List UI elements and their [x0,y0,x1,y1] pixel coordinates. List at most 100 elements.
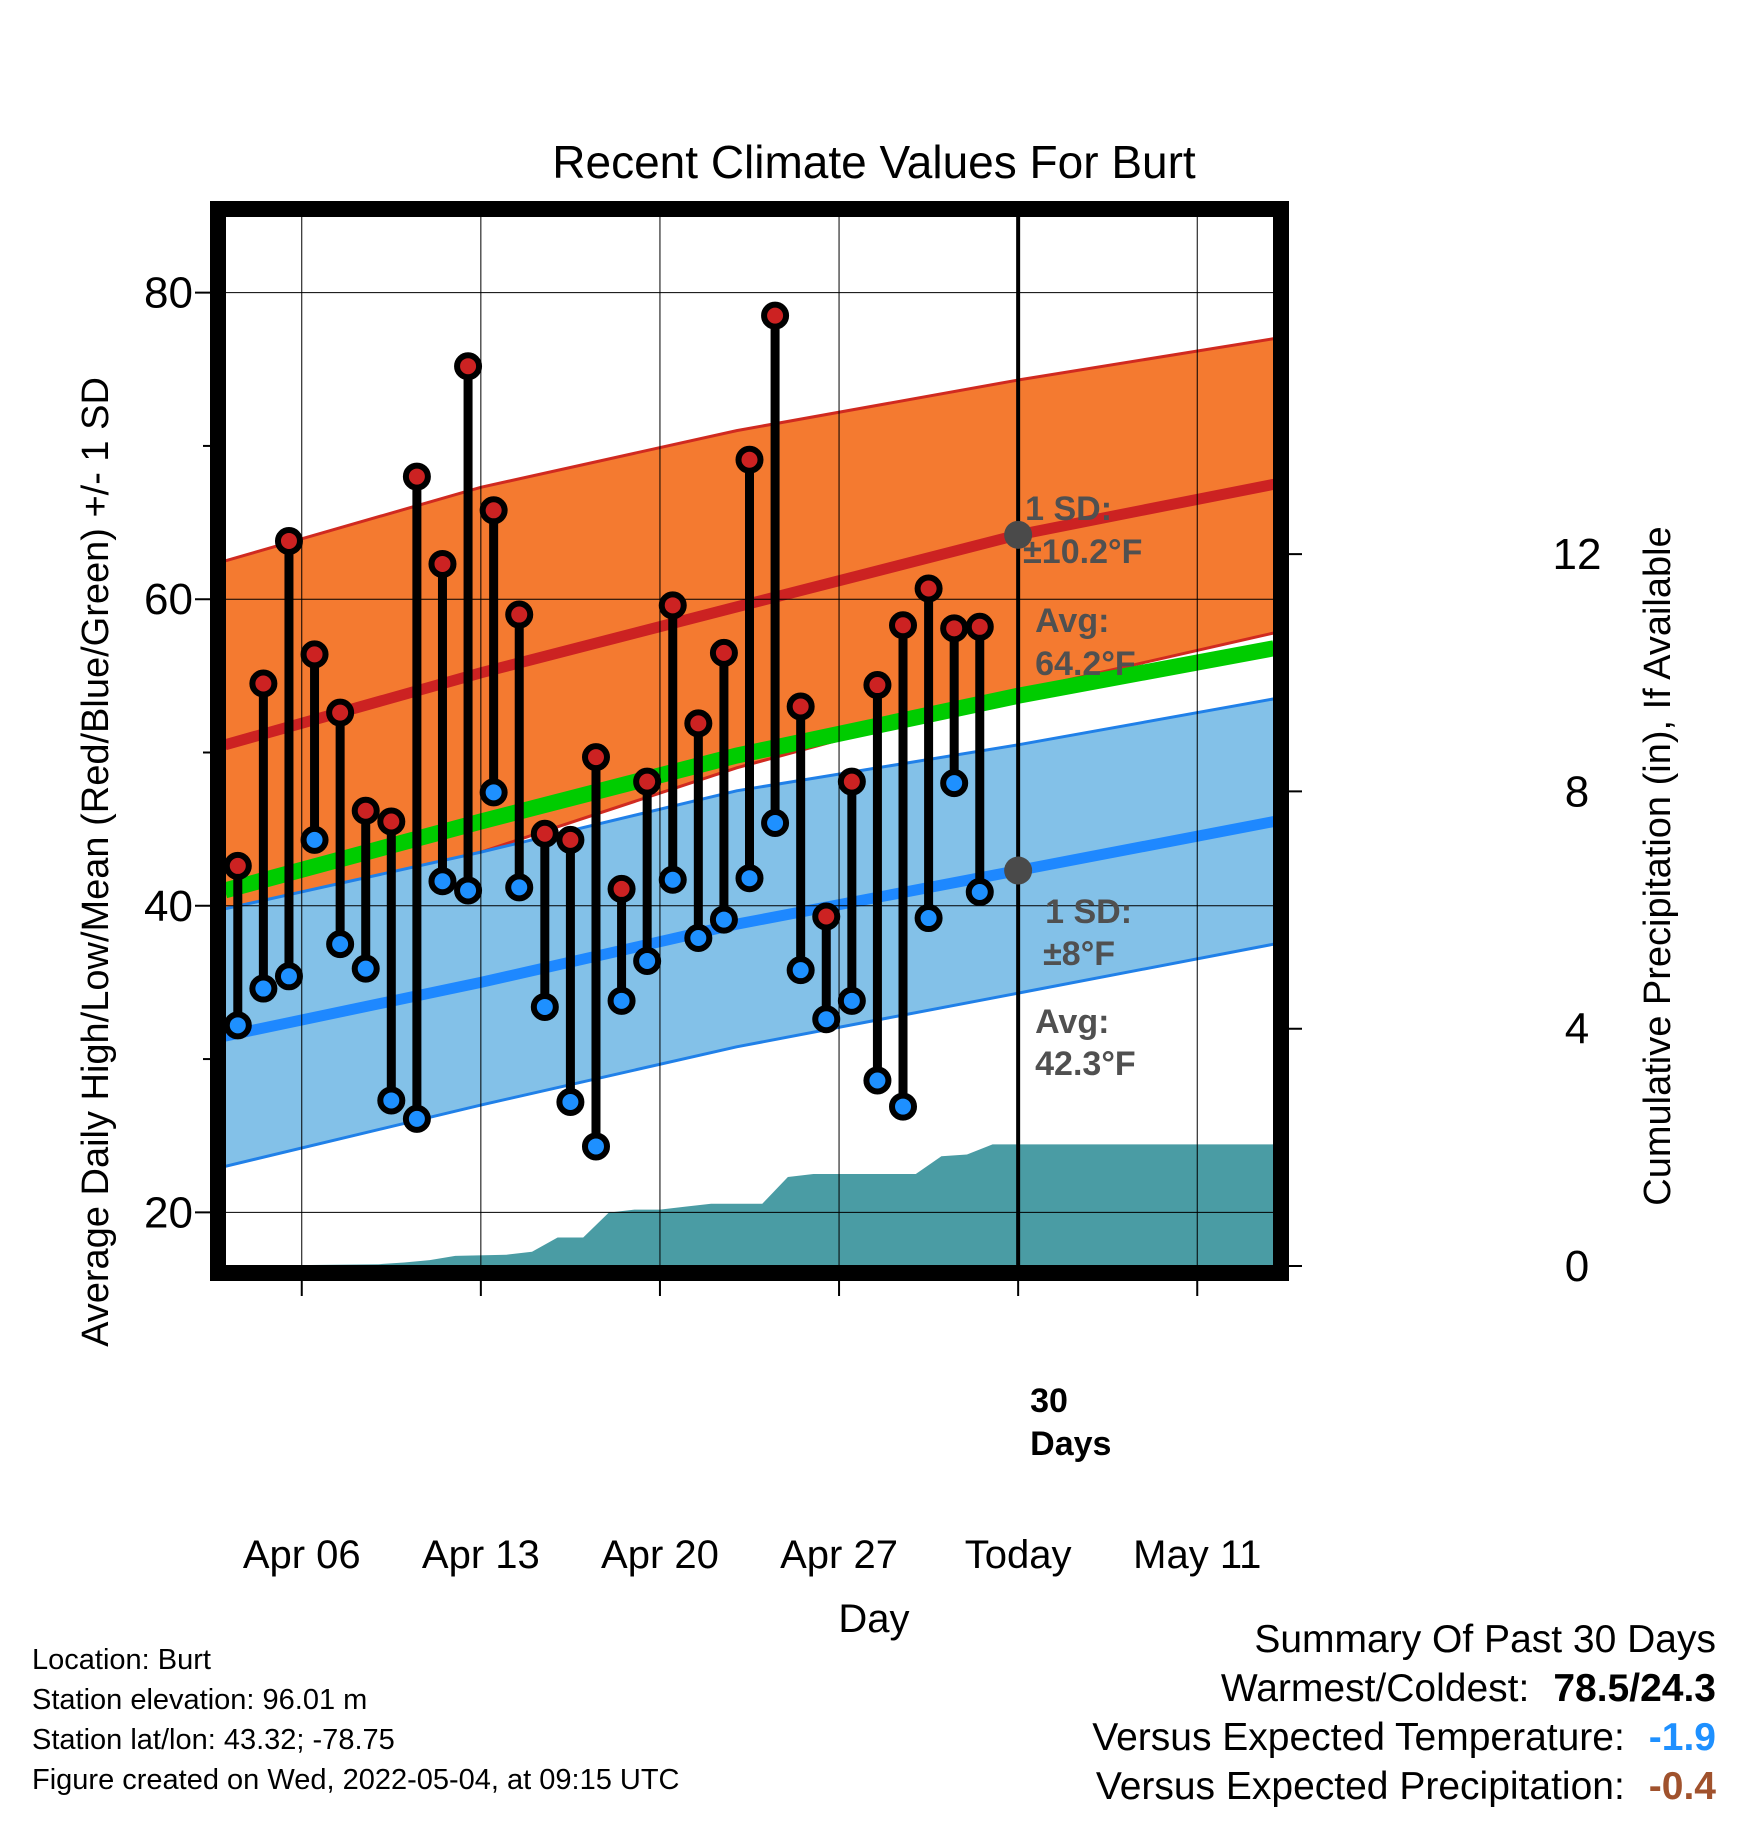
daily-low-point [223,1011,252,1040]
today-low-avg-marker [1004,856,1033,885]
y2-tick-label: 8 [1565,767,1589,816]
daily-high-point [914,574,943,603]
daily-low-point [479,778,508,807]
daily-low-point [530,992,559,1021]
high-sd-value: ±10.2°F [1023,533,1142,571]
daily-high-point [556,825,585,854]
daily-low-point [658,865,687,894]
low-sd-band-lower-edge [225,942,1274,1168]
y2-tick-label: 12 [1553,530,1602,579]
daily-high-point [351,796,380,825]
latlon-text: Station lat/lon: 43.32; -78.75 [32,1724,395,1756]
y-tick-label: 60 [144,575,193,624]
y-axis-label: Average Daily High/Low/Mean (Red/Blue/Gr… [75,377,117,1347]
daily-high-point [607,874,636,903]
daily-high-point [837,767,866,796]
low-sd-label: 1 SD: [1045,893,1132,931]
daily-low-point [274,962,303,991]
low-avg-label: Avg: [1035,1003,1109,1041]
daily-low-point [249,974,278,1003]
daily-high-point [581,743,610,772]
plot-area: 1 SD: ±10.2°F Avg: 64.2°F 1 SD: ±8°F Avg: 42.3°… [144,201,1602,1577]
daily-high-point [633,767,662,796]
high-avg-label: Avg: [1035,602,1109,640]
summary-title: Summary Of Past 30 Days [1254,1618,1716,1661]
station-info: Location: Burt Station elevation: 96.01 … [32,1640,680,1800]
daily-low-point [326,930,355,959]
daily-high-point [505,600,534,629]
low-sd-value: ±8°F [1043,935,1115,973]
plot-frame [210,201,1289,1281]
daily-high-point [709,638,738,667]
daily-low-point [735,864,764,893]
daily-high-point [658,591,687,620]
daily-high-point [812,902,841,931]
daily-high-point [249,669,278,698]
daily-low-point [505,873,534,902]
daily-low-point [965,877,994,906]
x-tick-label: Apr 27 [780,1533,898,1577]
daily-high-point [274,526,303,555]
warm-cold-label: Warmest/Coldest: [1220,1667,1530,1710]
daily-high-point [300,640,329,669]
daily-low-point [709,905,738,934]
daily-low-point [812,1005,841,1034]
daily-low-point [581,1132,610,1161]
precip-area [225,1144,1274,1266]
daily-high-point [454,352,483,381]
y-tick-label: 40 [144,882,193,931]
elevation-text: Station elevation: 96.01 m [32,1684,368,1716]
daily-low-point [863,1066,892,1095]
low-sd-band [225,698,1274,1167]
y-tick-label: 20 [144,1188,193,1237]
x-tick-label: Apr 20 [601,1533,719,1577]
precip-diff-value: -0.4 [1648,1765,1716,1808]
daily-high-point [530,819,559,848]
daily-high-point [684,709,713,738]
daily-high-point [428,549,457,578]
daily-low-point [684,923,713,952]
daily-high-point [786,692,815,721]
daily-low-point [428,867,457,896]
summary-warm-cold-row: Warmest/Coldest: 78.5/24.3 [1092,1664,1716,1713]
precip-diff-label: Versus Expected Precipitation: [1095,1765,1625,1808]
daily-low-point [377,1086,406,1115]
high-sd-label: 1 SD: [1025,490,1112,528]
daily-low-point [889,1092,918,1121]
daily-low-point [786,956,815,985]
x-tick-label: Today [965,1533,1072,1577]
daily-high-point [223,851,252,880]
normal-high-line [225,478,1274,751]
daily-high-point [940,614,969,643]
daily-high-point [761,301,790,330]
daily-high-point [479,496,508,525]
daily-low-point [351,954,380,983]
y2-tick-label: 0 [1565,1242,1589,1291]
summary-temp-row: Versus Expected Temperature: -1.9 [1092,1713,1716,1762]
temp-diff-label: Versus Expected Temperature: [1092,1716,1625,1759]
daily-low-point [402,1104,431,1133]
today-high-avg-marker [1004,520,1033,549]
daily-low-point [837,986,866,1015]
days-unit: Days [1030,1425,1111,1463]
daily-low-point [607,986,636,1015]
daily-low-point [300,825,329,854]
daily-high-point [326,698,355,727]
y2-axis-label: Cumulative Precipitation (in), If Availa… [1637,526,1679,1205]
daily-high-point [377,807,406,836]
temp-diff-value: -1.9 [1648,1716,1716,1759]
y2-tick-label: 4 [1565,1005,1589,1054]
daily-high-point [889,611,918,640]
daily-high-point [402,462,431,491]
daily-low-point [940,769,969,798]
daily-high-point [735,445,764,474]
warm-cold-value: 78.5/24.3 [1553,1667,1716,1710]
x-axis-label: Day [838,1597,909,1641]
daily-high-point [965,612,994,641]
high-avg-value: 64.2°F [1035,645,1136,683]
x-tick-label: Apr 13 [422,1533,540,1577]
x-tick-label: Apr 06 [243,1533,361,1577]
daily-high-point [863,671,892,700]
days-count: 30 [1030,1382,1068,1420]
